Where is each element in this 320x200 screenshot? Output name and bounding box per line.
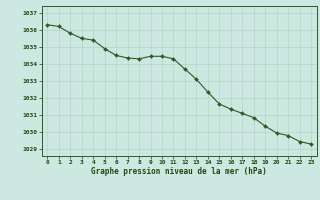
X-axis label: Graphe pression niveau de la mer (hPa): Graphe pression niveau de la mer (hPa) (91, 167, 267, 176)
